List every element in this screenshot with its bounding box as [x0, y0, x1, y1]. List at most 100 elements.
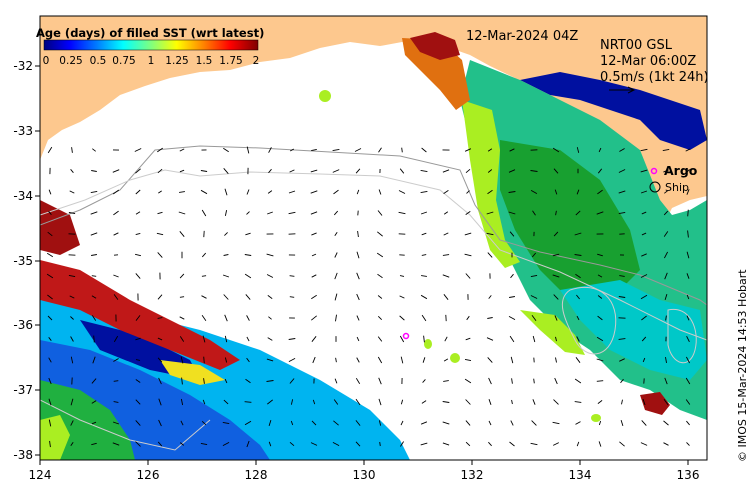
current-vector — [443, 232, 449, 236]
colorbar-tick-label: 0.75 — [112, 55, 135, 67]
current-vector — [553, 294, 559, 300]
current-vector — [640, 169, 648, 173]
current-vector — [619, 358, 625, 362]
current-vector — [246, 440, 250, 448]
current-vector — [70, 356, 74, 364]
current-vector — [377, 295, 383, 299]
credit-label: © IMOS 15-Mar-2024 14:53 Hobart — [736, 269, 749, 462]
vector-scale-arrow — [609, 86, 636, 94]
current-vector — [92, 356, 96, 364]
sst-patch-east-darkblue — [520, 72, 707, 150]
current-vector — [289, 275, 295, 277]
current-vector — [508, 169, 516, 173]
current-vector — [268, 419, 272, 427]
current-vector — [686, 169, 690, 173]
current-vector — [200, 189, 208, 195]
current-vector — [48, 211, 52, 215]
current-vector — [201, 209, 207, 217]
current-vector — [267, 337, 273, 341]
current-vector — [508, 211, 516, 215]
land-region — [40, 16, 707, 246]
current-vector — [663, 420, 669, 426]
current-vector — [46, 252, 54, 258]
current-vector — [288, 338, 296, 340]
current-vector — [641, 315, 647, 321]
current-vector — [400, 356, 404, 364]
current-vector — [179, 336, 185, 342]
current-vector — [552, 421, 560, 425]
current-vector — [332, 148, 340, 152]
colorbar-tick-label: 1.5 — [196, 55, 213, 67]
current-vector — [619, 275, 625, 277]
current-vector — [532, 399, 536, 405]
current-vector — [642, 357, 646, 363]
current-vector — [135, 359, 141, 361]
current-vector — [687, 209, 689, 217]
current-vector — [356, 251, 360, 259]
current-vector — [135, 441, 141, 447]
current-vector — [420, 169, 428, 173]
current-vector — [576, 147, 580, 153]
current-vector — [356, 357, 360, 363]
current-vector — [553, 231, 559, 237]
current-vector — [555, 336, 557, 342]
current-vector — [289, 148, 295, 152]
bathymetry-contour-3 — [561, 286, 617, 355]
current-vector — [555, 357, 557, 363]
current-vector — [266, 253, 274, 257]
current-vector — [642, 398, 646, 406]
current-vector — [597, 400, 603, 404]
current-vector — [224, 232, 228, 236]
current-vector — [597, 295, 603, 299]
current-vector — [443, 380, 449, 382]
current-vector — [686, 356, 690, 364]
current-vector — [509, 296, 515, 298]
current-vector — [47, 146, 53, 154]
current-vector — [310, 442, 318, 446]
current-vector — [597, 315, 603, 321]
current-vector — [46, 273, 54, 279]
current-vector — [443, 294, 449, 300]
current-vector — [311, 232, 317, 236]
current-vector — [596, 336, 604, 342]
current-vector — [465, 399, 471, 405]
current-vector — [49, 440, 51, 448]
current-vector — [355, 398, 361, 406]
current-vector — [223, 147, 229, 153]
current-vector — [71, 147, 73, 153]
current-vector — [686, 420, 690, 426]
current-vector — [442, 169, 450, 173]
current-vector — [598, 147, 602, 153]
current-vector — [135, 232, 141, 236]
current-vector — [398, 211, 406, 215]
current-vector — [91, 315, 97, 321]
current-vector — [553, 399, 559, 405]
y-tick-label: -38 — [13, 448, 33, 462]
current-vector — [113, 401, 119, 403]
current-vector — [464, 358, 472, 362]
current-vector — [48, 398, 52, 406]
current-vector — [180, 398, 184, 406]
current-vector — [576, 189, 580, 195]
current-vector — [157, 252, 163, 258]
current-vector — [48, 357, 52, 363]
current-vector — [48, 377, 52, 385]
current-vector — [157, 317, 163, 319]
current-vector — [444, 336, 448, 342]
current-vector — [354, 148, 362, 152]
current-vector — [356, 189, 360, 195]
current-vector — [334, 272, 338, 280]
current-vector — [641, 232, 647, 236]
current-vector — [619, 441, 625, 447]
current-vector — [488, 399, 492, 405]
current-vector — [685, 377, 691, 385]
current-vector — [179, 148, 185, 152]
current-vector — [442, 274, 450, 278]
current-vector — [290, 420, 294, 426]
current-vector — [356, 315, 360, 321]
current-vector — [223, 294, 229, 300]
current-vector — [618, 211, 626, 215]
current-vector — [268, 168, 272, 174]
current-vector — [399, 168, 405, 174]
current-vector — [487, 357, 493, 363]
